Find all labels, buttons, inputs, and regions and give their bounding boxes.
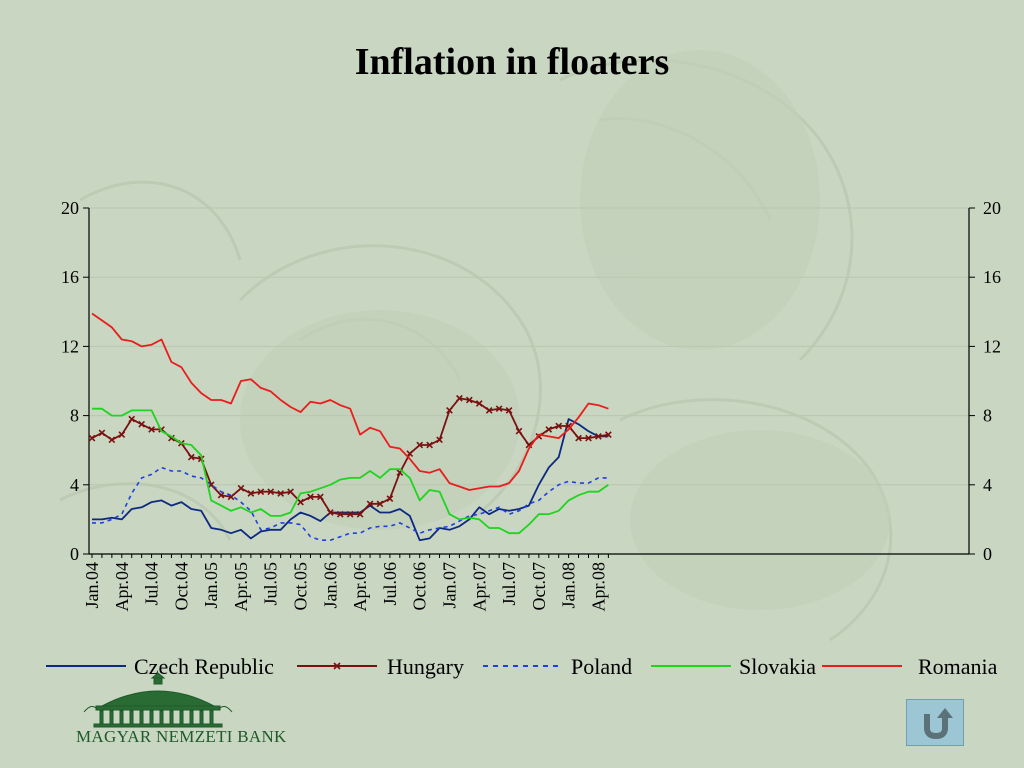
data-point-hungary <box>575 434 582 442</box>
data-point-hungary <box>346 510 354 518</box>
y-tick-label: 16 <box>61 267 79 287</box>
data-point-hungary <box>555 422 563 430</box>
data-point-hungary <box>148 426 155 433</box>
data-point-hungary <box>505 407 513 414</box>
data-point-hungary <box>118 431 126 438</box>
data-point-hungary <box>317 493 324 501</box>
x-tick-label: Jan.06 <box>320 562 340 609</box>
series-line-romania <box>91 312 609 491</box>
data-point-hungary <box>267 488 275 496</box>
y-tick-label: 0 <box>70 544 79 564</box>
legend-marker <box>333 662 341 670</box>
data-point-hungary <box>495 405 503 413</box>
legend-label: Hungary <box>387 654 464 679</box>
y2-tick-label: 8 <box>983 406 992 426</box>
x-tick-label: Apr.07 <box>469 562 489 612</box>
data-point-hungary <box>386 495 394 503</box>
data-point-hungary <box>128 415 136 423</box>
data-point-hungary <box>456 394 463 402</box>
data-point-hungary <box>426 441 433 449</box>
x-tick-label: Jan.07 <box>439 562 459 609</box>
data-point-hungary <box>366 500 374 508</box>
data-point-hungary <box>406 450 414 458</box>
data-point-hungary <box>446 407 453 414</box>
y2-tick-label: 0 <box>983 544 992 564</box>
data-point-hungary <box>475 400 483 407</box>
x-tick-label: Jul.06 <box>380 562 400 606</box>
series-line-slovakia <box>92 407 609 535</box>
y-tick-label: 8 <box>70 406 79 426</box>
data-point-hungary <box>595 432 602 440</box>
bank-logo-text: MAGYAR NEMZETI BANK <box>76 727 287 746</box>
y-tick-label: 12 <box>61 336 79 356</box>
y2-tick-label: 20 <box>983 198 1001 218</box>
x-tick-label: Oct.04 <box>171 562 191 611</box>
series-line-czech <box>92 418 609 542</box>
x-tick-label: Oct.06 <box>410 562 430 611</box>
data-point-hungary <box>336 510 344 518</box>
data-point-hungary <box>307 493 314 501</box>
legend-label: Poland <box>571 654 632 679</box>
page-title: Inflation in floaters <box>354 41 670 83</box>
x-tick-label: Oct.05 <box>291 562 311 611</box>
data-point-hungary <box>604 431 612 438</box>
data-point-hungary <box>465 396 473 404</box>
data-point-hungary <box>356 510 364 518</box>
data-point-hungary <box>88 434 96 442</box>
data-point-hungary <box>545 426 553 433</box>
x-tick-label: Jul.07 <box>499 562 519 606</box>
data-point-hungary <box>485 407 493 414</box>
data-point-hungary <box>515 427 523 435</box>
legend: Czech Republic Hungary Poland Slovakia Roman… <box>46 654 998 679</box>
x-tick-label: Jan.08 <box>559 562 579 609</box>
data-point-hungary <box>416 441 424 449</box>
data-point-hungary <box>585 434 592 442</box>
axes: 0 4 8 12 16 20 0 4 8 12 16 20 Jan.04 Apr.04 Jul.04 Oct.… <box>61 198 1001 612</box>
legend-item-hungary: Hungary <box>297 654 464 679</box>
y2-tick-label: 16 <box>983 267 1001 287</box>
data-point-hungary <box>297 498 304 506</box>
data-point-hungary <box>326 509 334 516</box>
data-point-hungary <box>287 488 294 496</box>
y-tick-label: 20 <box>61 198 79 218</box>
legend-label: Slovakia <box>739 654 816 679</box>
gridlines <box>89 207 969 486</box>
return-arrow-icon <box>924 708 953 740</box>
data-point-hungary <box>187 453 195 461</box>
x-tick-label: Jul.04 <box>142 562 162 606</box>
x-tick-label: Apr.05 <box>231 562 251 612</box>
series-line-poland <box>92 466 609 542</box>
y-tick-label: 4 <box>70 475 79 495</box>
legend-item-poland: Poland <box>483 654 632 679</box>
data-point-hungary <box>108 436 116 444</box>
legend-item-slovakia: Slovakia <box>651 654 816 679</box>
x-tick-label: Oct.07 <box>529 562 549 611</box>
y2-tick-label: 4 <box>983 475 992 495</box>
data-point-hungary <box>98 429 106 437</box>
x-tick-label: Apr.04 <box>112 562 132 612</box>
x-tick-label: Apr.08 <box>588 562 608 612</box>
x-tick-label: Jul.05 <box>261 562 281 606</box>
data-point-hungary <box>247 490 255 497</box>
data-point-hungary <box>237 484 245 492</box>
x-tick-label: Jan.05 <box>201 562 221 609</box>
data-point-hungary <box>376 500 384 508</box>
legend-label: Romania <box>918 654 998 679</box>
x-tick-label: Apr.06 <box>350 562 370 612</box>
data-point-hungary <box>257 488 265 496</box>
data-point-hungary <box>138 420 146 428</box>
y2-tick-label: 12 <box>983 336 1001 356</box>
series-lines <box>88 312 612 542</box>
data-point-hungary <box>217 491 225 499</box>
data-point-hungary <box>277 490 285 497</box>
data-point-hungary <box>436 436 443 444</box>
back-button[interactable] <box>906 699 964 746</box>
bank-building-icon <box>83 672 233 728</box>
x-tick-label: Jan.04 <box>82 562 102 609</box>
legend-item-romania: Romania <box>822 654 998 679</box>
